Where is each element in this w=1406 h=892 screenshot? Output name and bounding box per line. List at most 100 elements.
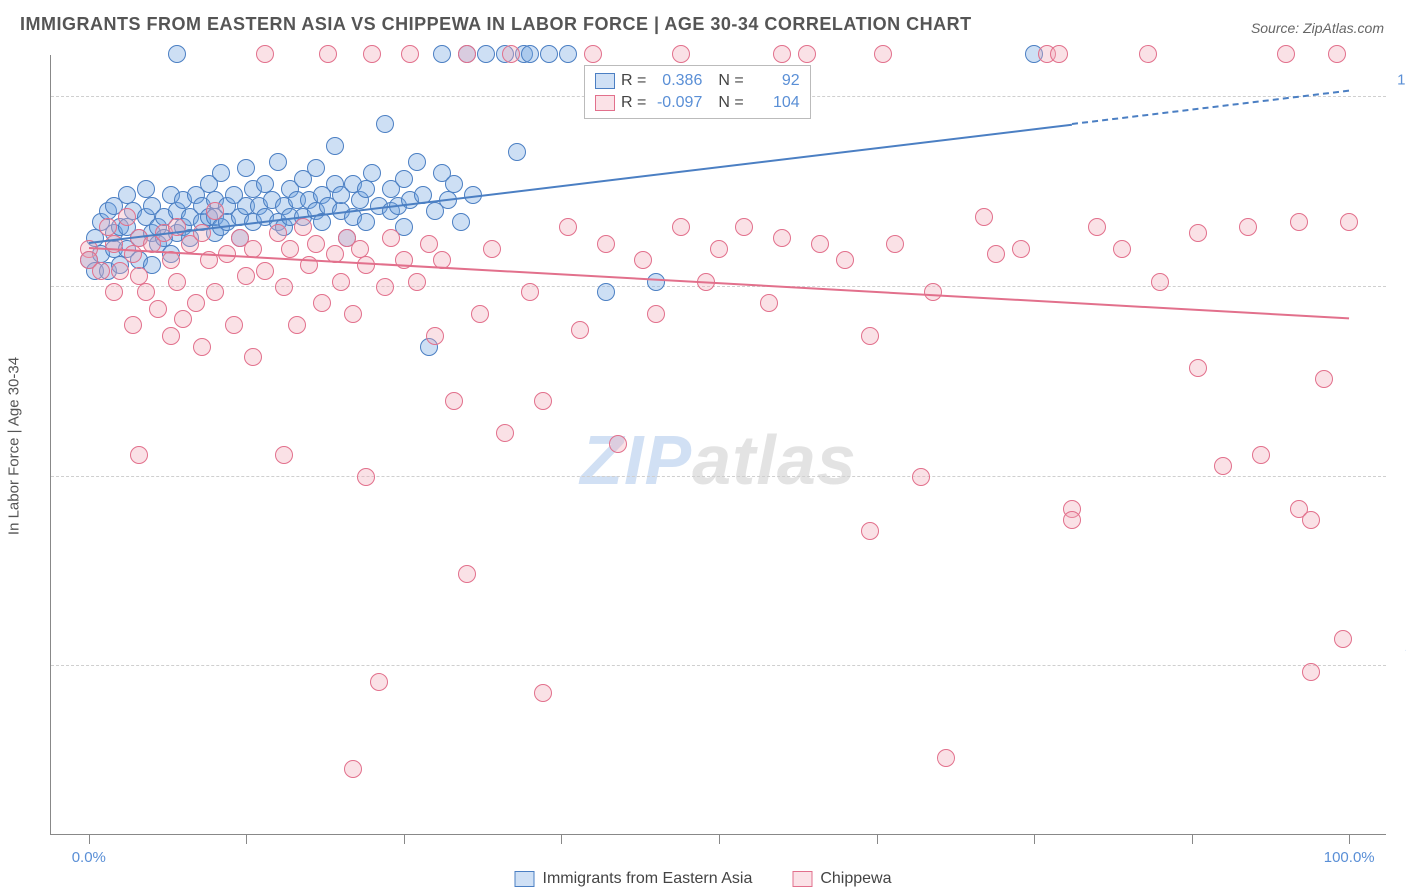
data-point-chippewa [886, 235, 904, 253]
data-point-chippewa [105, 283, 123, 301]
data-point-chippewa [92, 262, 110, 280]
data-point-chippewa [193, 224, 211, 242]
data-point-chippewa [1328, 45, 1346, 63]
data-point-eastern_asia [363, 164, 381, 182]
data-point-chippewa [1214, 457, 1232, 475]
data-point-chippewa [256, 262, 274, 280]
data-point-eastern_asia [168, 45, 186, 63]
data-point-chippewa [319, 45, 337, 63]
data-point-chippewa [168, 273, 186, 291]
data-point-chippewa [244, 348, 262, 366]
data-point-eastern_asia [452, 213, 470, 231]
legend-r-value: -0.097 [652, 92, 702, 114]
gridline [51, 476, 1386, 477]
data-point-chippewa [408, 273, 426, 291]
data-point-chippewa [275, 446, 293, 464]
data-point-chippewa [269, 224, 287, 242]
data-point-chippewa [420, 235, 438, 253]
watermark-atlas: atlas [692, 421, 857, 499]
legend-r-label: R = [621, 70, 646, 92]
data-point-chippewa [1050, 45, 1068, 63]
legend-r-value: 0.386 [652, 70, 702, 92]
data-point-chippewa [206, 283, 224, 301]
data-point-chippewa [307, 235, 325, 253]
source-prefix: Source: [1251, 20, 1303, 36]
data-point-chippewa [357, 256, 375, 274]
data-point-chippewa [471, 305, 489, 323]
data-point-chippewa [559, 218, 577, 236]
legend-label: Immigrants from Eastern Asia [543, 870, 753, 888]
data-point-chippewa [130, 446, 148, 464]
data-point-chippewa [1151, 273, 1169, 291]
data-point-chippewa [861, 327, 879, 345]
data-point-chippewa [597, 235, 615, 253]
data-point-chippewa [534, 392, 552, 410]
data-point-chippewa [313, 294, 331, 312]
data-point-eastern_asia [477, 45, 495, 63]
data-point-chippewa [458, 565, 476, 583]
data-point-chippewa [521, 283, 539, 301]
data-point-chippewa [1113, 240, 1131, 258]
data-point-chippewa [445, 392, 463, 410]
data-point-chippewa [672, 218, 690, 236]
legend-n-value: 104 [750, 92, 800, 114]
trend-line [89, 123, 1072, 243]
data-point-chippewa [118, 208, 136, 226]
data-point-chippewa [912, 468, 930, 486]
legend-swatch [595, 95, 615, 111]
data-point-chippewa [502, 45, 520, 63]
data-point-chippewa [634, 251, 652, 269]
data-point-chippewa [288, 316, 306, 334]
legend-stats-row: R =0.386N =92 [595, 70, 800, 92]
legend-item: Immigrants from Eastern Asia [515, 870, 753, 888]
data-point-chippewa [344, 305, 362, 323]
data-point-chippewa [735, 218, 753, 236]
gridline [51, 286, 1386, 287]
data-point-eastern_asia [376, 115, 394, 133]
data-point-eastern_asia [433, 45, 451, 63]
data-point-chippewa [534, 684, 552, 702]
data-point-chippewa [861, 522, 879, 540]
data-point-chippewa [937, 749, 955, 767]
data-point-eastern_asia [307, 159, 325, 177]
data-point-chippewa [225, 316, 243, 334]
data-point-chippewa [382, 229, 400, 247]
data-point-chippewa [458, 45, 476, 63]
data-point-chippewa [1315, 370, 1333, 388]
data-point-eastern_asia [269, 153, 287, 171]
data-point-eastern_asia [508, 143, 526, 161]
x-tick [877, 834, 878, 844]
data-point-chippewa [836, 251, 854, 269]
gridline [51, 665, 1386, 666]
data-point-chippewa [924, 283, 942, 301]
data-point-eastern_asia [408, 153, 426, 171]
data-point-chippewa [426, 327, 444, 345]
data-point-chippewa [357, 468, 375, 486]
data-point-chippewa [1334, 630, 1352, 648]
legend-swatch [595, 73, 615, 89]
data-point-chippewa [294, 218, 312, 236]
data-point-chippewa [363, 45, 381, 63]
data-point-chippewa [987, 245, 1005, 263]
data-point-chippewa [137, 283, 155, 301]
x-tick [719, 834, 720, 844]
x-tick [1349, 834, 1350, 844]
data-point-chippewa [1277, 45, 1295, 63]
data-point-chippewa [1139, 45, 1157, 63]
legend-swatch [515, 871, 535, 887]
data-point-chippewa [193, 338, 211, 356]
data-point-chippewa [798, 45, 816, 63]
data-point-chippewa [773, 229, 791, 247]
data-point-chippewa [376, 278, 394, 296]
data-point-chippewa [401, 45, 419, 63]
x-tick [1192, 834, 1193, 844]
y-axis-title: In Labor Force | Age 30-34 [6, 357, 23, 535]
data-point-chippewa [1290, 213, 1308, 231]
legend-bottom: Immigrants from Eastern AsiaChippewa [515, 870, 892, 888]
data-point-eastern_asia [212, 164, 230, 182]
data-point-eastern_asia [326, 137, 344, 155]
data-point-eastern_asia [445, 175, 463, 193]
source-name: ZipAtlas.com [1303, 20, 1384, 36]
legend-stats-row: R =-0.097N =104 [595, 92, 800, 114]
x-tick-label: 0.0% [72, 849, 106, 866]
